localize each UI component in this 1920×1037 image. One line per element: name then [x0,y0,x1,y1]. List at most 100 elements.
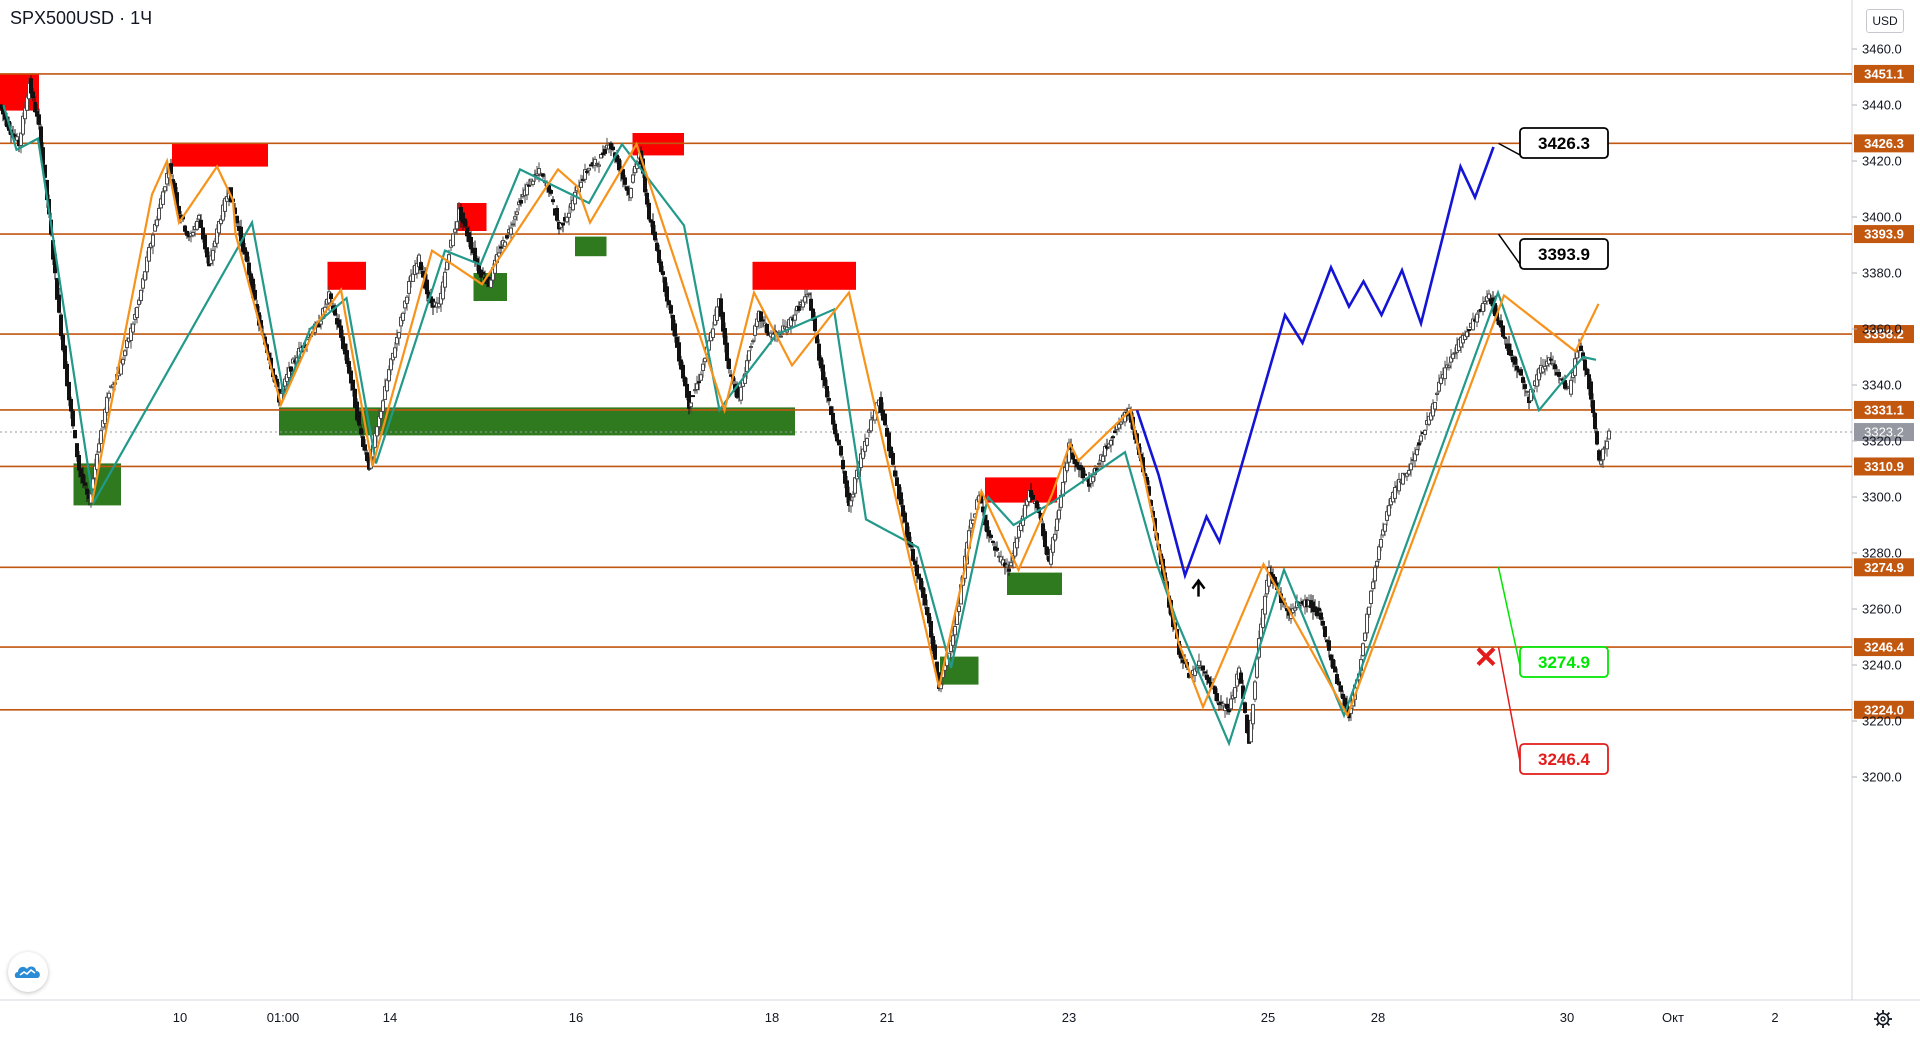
price-callout[interactable]: 3393.9 [1499,234,1609,269]
candle-body [364,445,367,450]
candle-body [98,444,101,452]
tradingview-logo[interactable] [8,952,48,992]
candle-body [678,343,681,361]
candle-body [1058,510,1061,519]
price-tick-label: 3440.0 [1862,98,1902,113]
candle-body [1554,365,1557,369]
candle-body [1514,357,1517,364]
price-tick-label: 3360.0 [1862,322,1902,337]
candle-body [1234,688,1237,698]
candle-body [248,263,251,275]
candle-body [1482,303,1485,311]
candle-body [376,427,379,436]
candle-body [516,212,519,214]
candle-body [696,384,699,390]
candle-body [1444,368,1447,379]
candle-body [530,179,533,181]
candle-body [144,272,147,280]
candle-body [1394,487,1397,498]
candle-body [72,411,75,426]
candle-body [352,380,355,390]
candle-body [1056,519,1059,530]
symbol-title[interactable]: SPX500USD · 1Ч [10,8,152,29]
candle-body [912,550,915,561]
candle-body [1340,686,1343,691]
candle-body [340,326,343,337]
candle-body [446,262,449,270]
callout-label: 3246.4 [1538,750,1591,769]
candle-body [930,622,933,638]
candle-body [1372,582,1375,589]
price-callout[interactable]: 3274.9 [1499,567,1609,677]
price-axis[interactable]: 3451.1 3426.3 3393.9 3358.2 3331.1 3310.9 3274… [1852,42,1914,785]
candle-body [1338,682,1341,685]
candle-body [1230,699,1233,709]
candle-body [1054,534,1057,540]
candle-body [84,483,87,485]
candle-body [690,403,693,407]
candle-body [712,329,715,338]
candle-body [850,501,853,506]
candle-body [866,438,869,445]
candle-body [1520,370,1523,375]
candle-body [918,574,921,578]
candle-body [1522,378,1525,383]
candle-body [520,201,523,204]
candle-body [656,243,659,250]
candle-body [1102,456,1105,461]
candle-body [1384,524,1387,531]
supply-zone [753,262,857,290]
candle-body [598,165,601,166]
candle-body [1452,354,1455,358]
candle-body [106,397,109,412]
candle-body [382,401,385,412]
candle-body [470,237,473,248]
candle-body [212,250,215,260]
candle-body [670,306,673,313]
candle-body [1328,641,1331,651]
callouts-layer: 3426.33393.93274.93246.4 [1499,128,1609,774]
candle-body [574,192,577,203]
candle-body [1504,337,1507,338]
candle-body [1476,314,1479,322]
candle-body [630,188,633,197]
candle-body [1294,608,1297,610]
candle-body [532,181,535,184]
time-tick-label: 25 [1261,1010,1275,1025]
candle-body [1544,366,1547,368]
candle-body [510,228,513,234]
time-tick-label: 10 [173,1010,187,1025]
candle-body [648,203,651,219]
candle-body [814,317,817,330]
candle-body [482,272,485,274]
currency-button[interactable]: USD [1866,9,1904,33]
level-label: 3246.4 [1864,640,1905,655]
candle-body [794,315,797,320]
candle-body [894,471,897,476]
candle-body [200,220,203,227]
candle-body [452,234,455,246]
candle-body [390,359,393,370]
candle-body [842,460,845,468]
candle-body [1254,682,1257,699]
candle-body [1010,563,1013,566]
candle-body [196,222,199,230]
candle-body [1322,621,1325,625]
callout-pointer [1499,567,1523,675]
candle-body [1006,565,1009,567]
candle-body [1318,608,1321,610]
candle-body [204,235,207,248]
candle-body [1374,567,1377,580]
time-axis[interactable]: 10 01:00 14 16 18 21 23 25 28 30 Окт 2 [173,1010,1779,1025]
settings-button[interactable] [1870,1006,1896,1032]
price-tick-label: 3420.0 [1862,154,1902,169]
level-label: 3451.1 [1864,66,1904,81]
candle-body [1016,538,1019,547]
candle-body [82,474,85,482]
price-tick-label: 3340.0 [1862,378,1902,393]
candle-body [420,263,423,270]
candle-body [1606,441,1609,449]
candle-body [568,213,571,217]
candle-body [74,431,77,438]
